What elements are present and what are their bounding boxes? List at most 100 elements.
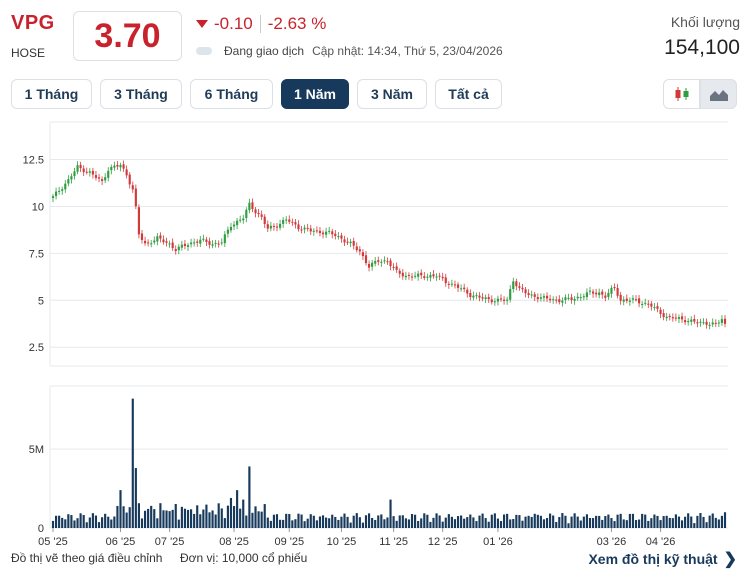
volume-bar [696, 515, 699, 528]
volume-bar [607, 514, 610, 528]
volume-bar [558, 517, 561, 528]
volume-bar [107, 516, 110, 528]
candle-body [162, 239, 165, 243]
volume-bar [364, 515, 368, 528]
candle-body [450, 283, 453, 285]
candle-body [309, 228, 312, 232]
volume-bar [506, 513, 509, 528]
volume-bar [165, 510, 168, 528]
volume-bar [358, 517, 361, 528]
candle-body [254, 209, 257, 214]
volume-bar [303, 521, 306, 528]
volume-bar [490, 514, 493, 528]
candle-body [708, 324, 711, 326]
volume-bar [134, 468, 137, 528]
candle-body [647, 303, 650, 305]
volume-bar [122, 506, 125, 528]
candle-body [153, 240, 156, 243]
candle-body [598, 292, 601, 296]
volume-bar [318, 516, 322, 528]
status-row: Đang giao dịch Cập nhật: 14:34, Thứ 5, 2… [196, 44, 503, 58]
candle-body [506, 299, 509, 301]
candle-body [610, 287, 613, 294]
area-chart-button[interactable] [700, 79, 737, 109]
time-tick-label: 11 '25 [379, 536, 408, 548]
divider [259, 15, 261, 33]
volume-bar [509, 519, 512, 528]
volume-bar [315, 520, 318, 528]
volume-bar [67, 514, 70, 528]
volume-bar [662, 516, 665, 528]
volume-bar [294, 519, 297, 528]
volume-bar [444, 517, 447, 528]
candle-body [331, 231, 334, 235]
volume-bar [647, 520, 650, 528]
candle-body [355, 246, 358, 251]
tab-all[interactable]: Tất cả [435, 79, 502, 109]
tab-1-year[interactable]: 1 Năm [281, 79, 349, 109]
candle-body [545, 295, 549, 299]
volume-bar [88, 517, 91, 528]
candle-body [567, 297, 570, 299]
volume-bar [171, 509, 174, 528]
candle-body [257, 212, 260, 215]
time-tick-label: 09 '25 [274, 536, 304, 548]
volume-bar [321, 515, 325, 528]
volume-bar [131, 398, 134, 528]
time-tick-label: 12 '25 [428, 536, 458, 548]
candle-body [211, 244, 214, 246]
volume-bar [254, 506, 257, 528]
volume-bar [374, 519, 377, 528]
candle-body [239, 219, 242, 221]
volume-bar [677, 516, 681, 528]
candle-body [349, 241, 352, 244]
volume-bar [518, 515, 521, 528]
price-tick-label: 2.5 [29, 342, 44, 354]
candle-body [64, 183, 67, 190]
volume-bar [456, 516, 460, 528]
candle-body [696, 322, 699, 324]
candle-body [591, 291, 595, 294]
candle-body [294, 222, 297, 225]
volume-bar [306, 518, 309, 528]
candle-body [702, 322, 705, 324]
technical-chart-link[interactable]: Xem đồ thị kỹ thuật ❯ [588, 549, 737, 569]
candle-body [395, 266, 398, 270]
candle-body [137, 207, 140, 235]
volume-bar [591, 518, 595, 528]
candle-body [340, 235, 343, 239]
volume-bar [481, 513, 484, 528]
candle-body [67, 179, 70, 184]
volume-bar [644, 514, 647, 528]
candlestick-chart-button[interactable] [663, 79, 700, 109]
candle-body [386, 261, 389, 263]
candle-body [453, 284, 457, 286]
volume-bar [125, 512, 128, 528]
tab-1-month[interactable]: 1 Tháng [11, 79, 92, 109]
candle-body [128, 174, 131, 185]
candle-body [260, 214, 263, 217]
price-gridlines [49, 121, 728, 367]
tab-3-months[interactable]: 3 Tháng [100, 79, 182, 109]
volume-bar [552, 515, 555, 528]
candle-body [542, 296, 546, 298]
candle-body [662, 313, 665, 318]
candle-body [343, 239, 346, 243]
candle-body [156, 236, 159, 242]
volume-bar [389, 499, 392, 528]
volume-bar [588, 518, 592, 528]
volume-bar [110, 519, 113, 528]
volume-bar [91, 513, 94, 528]
candle-body [199, 239, 202, 244]
price-tick-label: 10 [32, 201, 44, 213]
volume-bar [545, 518, 549, 528]
candle-body [110, 166, 113, 171]
tab-3-years[interactable]: 3 Năm [357, 79, 427, 109]
volume-bar [463, 518, 466, 528]
candle-body [193, 242, 196, 244]
volume-bar [334, 516, 337, 528]
volume-bar [527, 515, 530, 528]
volume-bar [429, 521, 432, 528]
candle-body [312, 230, 315, 232]
tab-6-months[interactable]: 6 Tháng [190, 79, 273, 109]
